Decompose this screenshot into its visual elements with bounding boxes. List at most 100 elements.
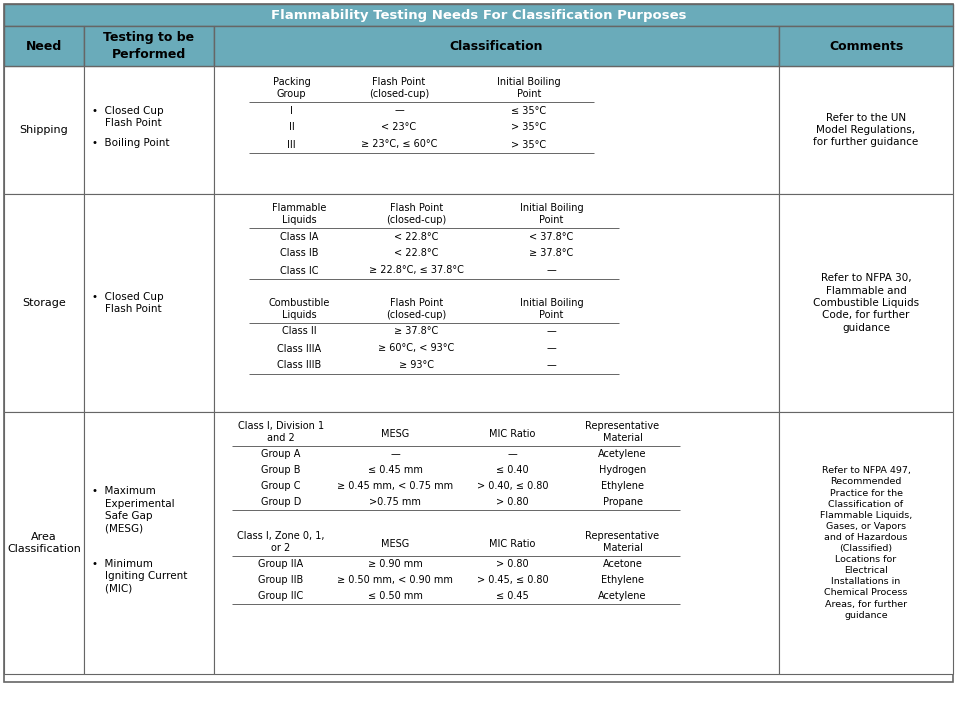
Text: > 35°C: > 35°C [511, 122, 546, 132]
Text: Representative
Material: Representative Material [586, 531, 659, 553]
Text: Group IIA: Group IIA [258, 559, 303, 569]
Text: II: II [289, 122, 295, 132]
Text: Flammability Testing Needs For Classification Purposes: Flammability Testing Needs For Classific… [271, 9, 686, 22]
Text: Flash Point
(closed-cup): Flash Point (closed-cup) [368, 77, 429, 99]
Bar [84, 194, 214, 412]
Text: ≤ 0.45 mm: ≤ 0.45 mm [367, 465, 422, 475]
Bar [4, 194, 84, 412]
Text: Hydrogen: Hydrogen [599, 465, 646, 475]
Text: Flammable
Liquids: Flammable Liquids [272, 203, 326, 225]
Text: Initial Boiling
Point: Initial Boiling Point [520, 298, 584, 320]
Text: ≤ 0.45: ≤ 0.45 [496, 591, 529, 601]
Text: > 0.40, ≤ 0.80: > 0.40, ≤ 0.80 [477, 481, 548, 491]
Text: >0.75 mm: >0.75 mm [369, 497, 421, 507]
Bar [4, 4, 953, 26]
Text: Class IB: Class IB [279, 248, 319, 258]
Text: —: — [394, 106, 404, 115]
Text: Representative
Material: Representative Material [586, 420, 659, 444]
Text: Group D: Group D [261, 497, 301, 507]
Text: ≥ 60°C, < 93°C: ≥ 60°C, < 93°C [378, 343, 455, 354]
Text: < 37.8°C: < 37.8°C [529, 232, 573, 241]
Bar [779, 26, 953, 66]
Text: Class IIIA: Class IIIA [277, 343, 321, 354]
Text: Need: Need [26, 40, 62, 53]
Text: ≥ 0.45 mm, < 0.75 mm: ≥ 0.45 mm, < 0.75 mm [337, 481, 453, 491]
Text: ≥ 37.8°C: ≥ 37.8°C [529, 248, 573, 258]
Text: •  Boiling Point: • Boiling Point [92, 138, 169, 148]
Text: Class I, Zone 0, 1,
or 2: Class I, Zone 0, 1, or 2 [237, 531, 324, 553]
Text: Area
Classification: Area Classification [7, 532, 81, 554]
Text: > 0.80: > 0.80 [496, 497, 529, 507]
Text: Refer to NFPA 30,
Flammable and
Combustible Liquids
Code, for further
guidance: Refer to NFPA 30, Flammable and Combusti… [812, 273, 919, 333]
Text: Class I, Division 1
and 2: Class I, Division 1 and 2 [238, 420, 324, 444]
Text: •  Maximum
    Experimental
    Safe Gap
    (MESG): • Maximum Experimental Safe Gap (MESG) [92, 487, 174, 534]
Text: Comments: Comments [829, 40, 903, 53]
Bar [779, 66, 953, 194]
Text: Storage: Storage [22, 298, 66, 308]
Text: Refer to NFPA 497,
Recommended
Practice for the
Classification of
Flammable Liqu: Refer to NFPA 497, Recommended Practice … [820, 467, 912, 620]
Text: Group C: Group C [261, 481, 300, 491]
Text: ≥ 0.90 mm: ≥ 0.90 mm [367, 559, 422, 569]
Bar [4, 412, 84, 674]
Text: —: — [390, 449, 400, 459]
Text: < 22.8°C: < 22.8°C [394, 232, 438, 241]
Text: Ethylene: Ethylene [601, 575, 644, 585]
Text: Acetylene: Acetylene [598, 591, 647, 601]
Text: •  Closed Cup
    Flash Point: • Closed Cup Flash Point [92, 106, 164, 128]
Text: > 0.80: > 0.80 [496, 559, 529, 569]
Bar [214, 194, 779, 412]
Text: Acetylene: Acetylene [598, 449, 647, 459]
Text: Acetone: Acetone [603, 559, 642, 569]
Text: Combustible
Liquids: Combustible Liquids [268, 298, 330, 320]
Text: Flash Point
(closed-cup): Flash Point (closed-cup) [387, 298, 447, 320]
Text: Group IIB: Group IIB [258, 575, 303, 585]
Bar [779, 194, 953, 412]
Text: Flash Point
(closed-cup): Flash Point (closed-cup) [387, 203, 447, 225]
Bar [84, 412, 214, 674]
Text: ≥ 0.50 mm, < 0.90 mm: ≥ 0.50 mm, < 0.90 mm [337, 575, 453, 585]
Text: MESG: MESG [381, 539, 410, 549]
Text: Shipping: Shipping [20, 125, 68, 135]
Bar [214, 412, 779, 674]
Bar [84, 26, 214, 66]
Text: —: — [546, 343, 556, 354]
Text: MIC Ratio: MIC Ratio [489, 539, 536, 549]
Text: Initial Boiling
Point: Initial Boiling Point [498, 77, 561, 99]
Text: ≥ 22.8°C, ≤ 37.8°C: ≥ 22.8°C, ≤ 37.8°C [369, 266, 464, 276]
Text: —: — [546, 266, 556, 276]
Text: < 23°C: < 23°C [382, 122, 416, 132]
Text: Group A: Group A [261, 449, 300, 459]
Bar [214, 26, 779, 66]
Text: Classification: Classification [450, 40, 544, 53]
Text: •  Closed Cup
    Flash Point: • Closed Cup Flash Point [92, 292, 164, 314]
Bar [4, 66, 84, 194]
Text: Class IC: Class IC [279, 266, 319, 276]
Text: —: — [546, 361, 556, 371]
Text: I: I [290, 106, 293, 115]
Text: ≥ 23°C, ≤ 60°C: ≥ 23°C, ≤ 60°C [361, 140, 437, 150]
Text: Propane: Propane [603, 497, 642, 507]
Text: < 22.8°C: < 22.8°C [394, 248, 438, 258]
Text: Packing
Group: Packing Group [273, 77, 310, 99]
Text: Class IA: Class IA [279, 232, 318, 241]
Bar [214, 66, 779, 194]
Text: MESG: MESG [381, 429, 410, 439]
Text: Group IIC: Group IIC [258, 591, 303, 601]
Text: > 35°C: > 35°C [511, 140, 546, 150]
Text: ≥ 93°C: ≥ 93°C [399, 361, 434, 371]
Text: Initial Boiling
Point: Initial Boiling Point [520, 203, 584, 225]
Text: III: III [287, 140, 296, 150]
Text: ≤ 0.50 mm: ≤ 0.50 mm [367, 591, 422, 601]
Text: —: — [507, 449, 518, 459]
Text: Ethylene: Ethylene [601, 481, 644, 491]
Bar [84, 66, 214, 194]
Text: —: — [546, 326, 556, 336]
Text: Group B: Group B [261, 465, 300, 475]
Text: Class IIIB: Class IIIB [277, 361, 322, 371]
Bar [4, 26, 84, 66]
Text: MIC Ratio: MIC Ratio [489, 429, 536, 439]
Text: Refer to the UN
Model Regulations,
for further guidance: Refer to the UN Model Regulations, for f… [813, 112, 919, 148]
Text: ≤ 0.40: ≤ 0.40 [496, 465, 529, 475]
Bar [779, 412, 953, 674]
Text: > 0.45, ≤ 0.80: > 0.45, ≤ 0.80 [477, 575, 548, 585]
